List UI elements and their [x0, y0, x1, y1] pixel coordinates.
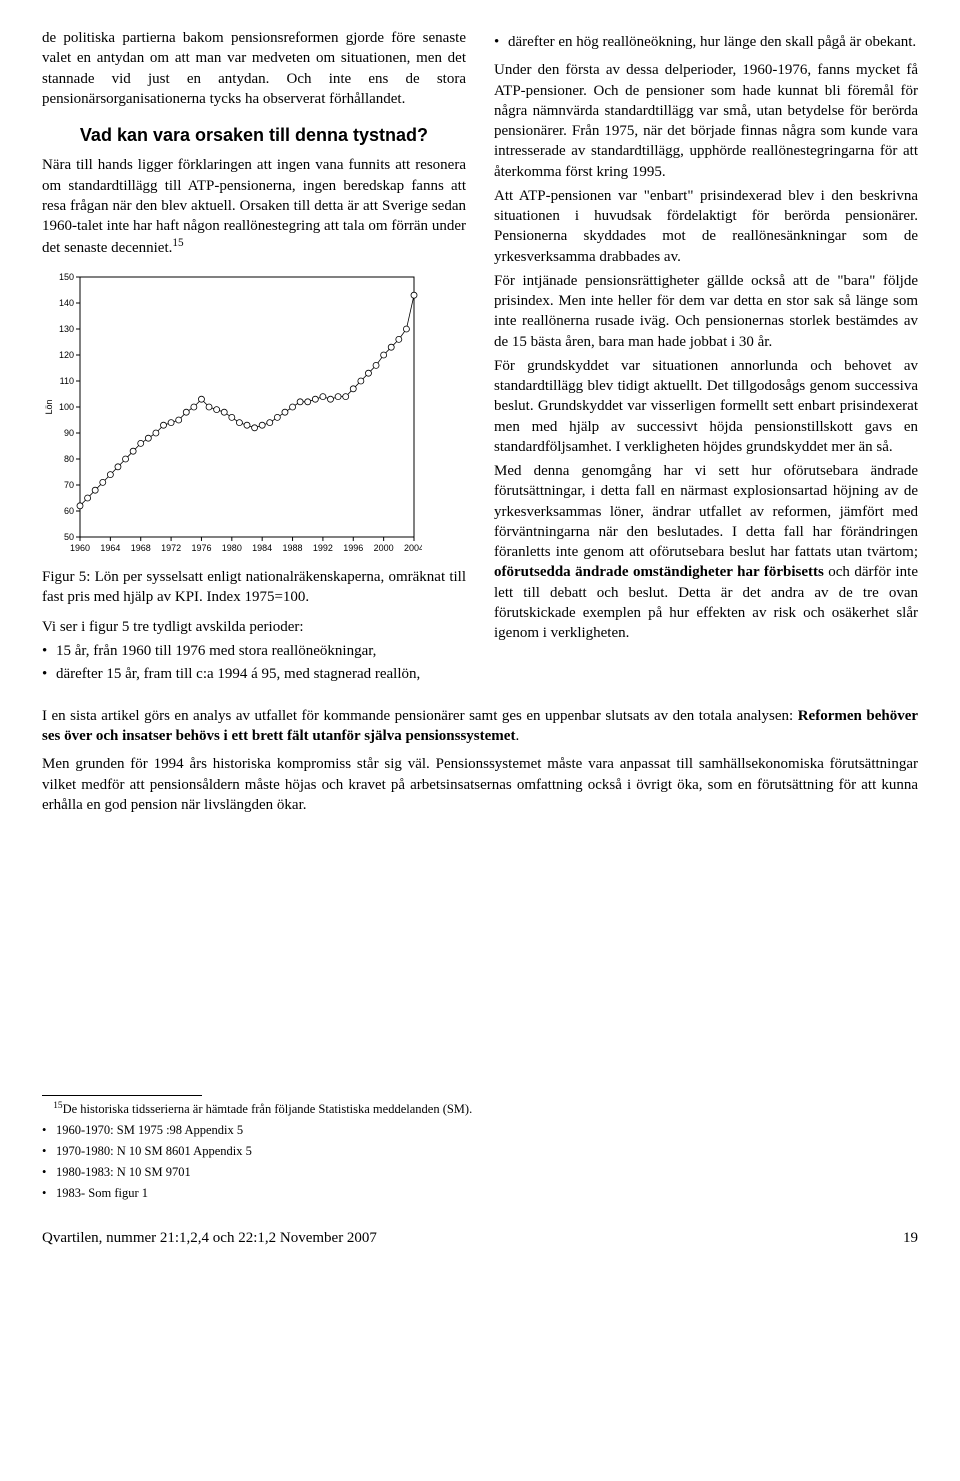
svg-text:1972: 1972 — [161, 543, 181, 553]
right-p5a: Med denna genomgång har vi sett hur oför… — [494, 463, 918, 560]
full-p2: Men grunden för 1994 års historiska komp… — [42, 754, 918, 815]
svg-text:2000: 2000 — [374, 543, 394, 553]
svg-text:50: 50 — [64, 532, 74, 542]
svg-text:140: 140 — [59, 298, 74, 308]
footnote-ref-15: 15 — [172, 237, 183, 249]
footnote-item: 1960-1970: SM 1975 :98 Appendix 5 — [42, 1122, 918, 1139]
svg-text:110: 110 — [60, 376, 74, 386]
svg-text:120: 120 — [59, 350, 74, 360]
svg-text:130: 130 — [59, 324, 74, 334]
figure-5-caption: Figur 5: Lön per sysselsatt enligt natio… — [42, 567, 466, 608]
right-p4: För grundskyddet var situationen annorlu… — [494, 356, 918, 457]
right-p3: För intjänade pensionsrättigheter gällde… — [494, 271, 918, 352]
figure-5-chart: 50 60 70 80 90 100 110 120 130 140 150 1960 1964 1968… — [42, 269, 466, 559]
svg-text:60: 60 — [64, 506, 74, 516]
svg-text:70: 70 — [64, 480, 74, 490]
svg-text:150: 150 — [59, 272, 74, 282]
svg-text:100: 100 — [59, 402, 74, 412]
svg-text:1968: 1968 — [131, 543, 151, 553]
footnote-block: 15De historiska tidsserierna är hämtade … — [42, 1100, 918, 1202]
svg-text:1980: 1980 — [222, 543, 242, 553]
right-bullet-3: därefter en hög reallöneökning, hur läng… — [494, 32, 918, 52]
svg-text:1996: 1996 — [343, 543, 363, 553]
svg-text:1964: 1964 — [100, 543, 120, 553]
footer-right: 19 — [903, 1228, 918, 1248]
right-p2: Att ATP-pensionen var "enbart" prisindex… — [494, 186, 918, 267]
page-footer: Qvartilen, nummer 21:1,2,4 och 22:1,2 No… — [42, 1228, 918, 1248]
left-bullet-2: därefter 15 år, fram till c:a 1994 á 95,… — [42, 664, 466, 684]
footnote-lead: 15De historiska tidsserierna är hämtade … — [42, 1100, 918, 1118]
svg-text:1992: 1992 — [313, 543, 333, 553]
full-p1: I en sista artikel görs en analys av utf… — [42, 706, 918, 747]
svg-text:2004: 2004 — [404, 543, 422, 553]
svg-text:1984: 1984 — [252, 543, 272, 553]
right-p5b-bold: oförutsedda ändrade omständigheter har f… — [494, 564, 824, 580]
left-bullet-1: 15 år, från 1960 till 1976 med stora rea… — [42, 641, 466, 661]
svg-text:1988: 1988 — [283, 543, 303, 553]
footnote-item: 1970-1980: N 10 SM 8601 Appendix 5 — [42, 1143, 918, 1160]
footnote-item: 1980-1983: N 10 SM 9701 — [42, 1164, 918, 1181]
footer-left: Qvartilen, nummer 21:1,2,4 och 22:1,2 No… — [42, 1228, 377, 1248]
left-p3: Vi ser i figur 5 tre tydligt avskilda pe… — [42, 617, 466, 637]
right-p5: Med denna genomgång har vi sett hur oför… — [494, 461, 918, 643]
svg-text:Lön: Lön — [44, 399, 54, 414]
footnote-num-15: 15 — [53, 1101, 62, 1111]
svg-text:1960: 1960 — [70, 543, 90, 553]
svg-text:90: 90 — [64, 428, 74, 438]
footnote-list: 1960-1970: SM 1975 :98 Appendix 5 1970-19… — [42, 1122, 918, 1202]
footnote-item: 1983- Som figur 1 — [42, 1185, 918, 1202]
svg-text:1976: 1976 — [191, 543, 211, 553]
left-p1: de politiska partierna bakom pensionsref… — [42, 28, 466, 109]
line-chart-svg: 50 60 70 80 90 100 110 120 130 140 150 1960 1964 1968… — [42, 269, 422, 559]
left-p2: Nära till hands ligger förklaringen att … — [42, 155, 466, 258]
full-p1c: . — [515, 728, 519, 744]
full-p1a: I en sista artikel görs en analys av utf… — [42, 708, 798, 724]
svg-text:80: 80 — [64, 454, 74, 464]
right-p1: Under den första av dessa delperioder, 1… — [494, 60, 918, 182]
section-heading: Vad kan vara orsaken till denna tystnad? — [42, 123, 466, 147]
footnote-rule — [42, 1095, 202, 1096]
footnote-lead-text: De historiska tidsserierna är hämtade fr… — [63, 1102, 473, 1116]
left-p2-text: Nära till hands ligger förklaringen att … — [42, 157, 466, 256]
